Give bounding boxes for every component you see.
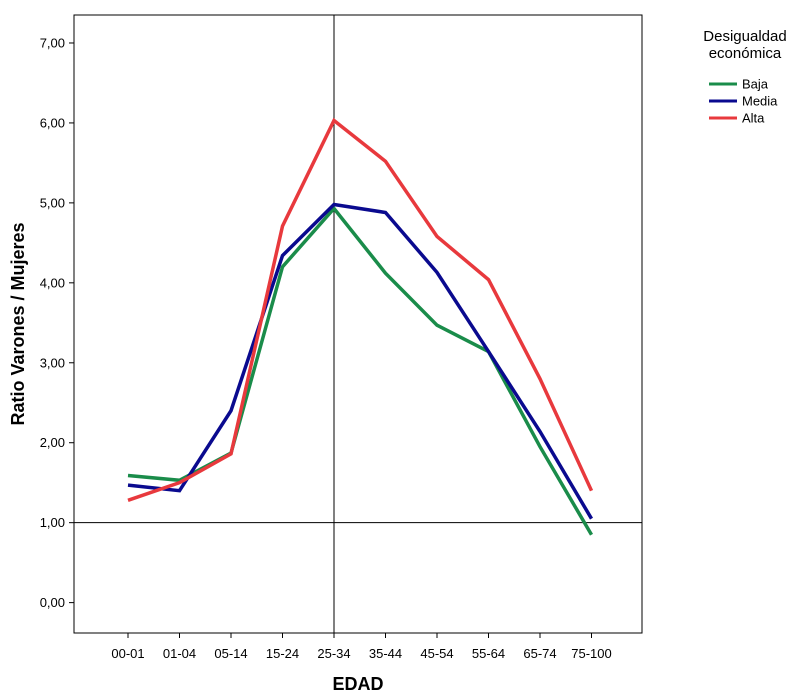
x-tick-label: 55-64 — [472, 646, 505, 661]
legend-title-line-1: Desigualdad — [703, 28, 786, 45]
legend-title-line-2: económica — [709, 45, 782, 62]
y-tick-label: 3,00 — [40, 355, 65, 370]
x-tick-label: 01-04 — [163, 646, 196, 661]
series-line-media — [127, 202, 594, 520]
series-line-baja — [127, 205, 594, 536]
series-lines — [127, 117, 594, 536]
x-tick-label: 00-01 — [111, 646, 144, 661]
x-tick-label: 65-74 — [523, 646, 556, 661]
x-tick-label: 25-34 — [317, 646, 350, 661]
x-tick-label: 45-54 — [420, 646, 453, 661]
legend: Desigualdad económica Baja Media Alta — [703, 28, 786, 126]
x-tick-label: 75-100 — [571, 646, 611, 661]
series-line-alta — [127, 117, 594, 502]
legend-items: Baja Media Alta — [709, 77, 778, 126]
x-axis: 00-01 01-04 05-14 15-24 25-34 35-44 45-54 55-64… — [111, 633, 612, 661]
x-axis-title: EDAD — [332, 674, 383, 694]
plot-frame — [73, 14, 643, 634]
y-tick-label: 7,00 — [40, 35, 65, 50]
legend-label-alta: Alta — [742, 111, 765, 126]
y-tick-label: 1,00 — [40, 515, 65, 530]
y-tick-label: 4,00 — [40, 275, 65, 290]
y-tick-label: 2,00 — [40, 435, 65, 450]
y-axis: 0,00 1,00 2,00 3,00 4,00 5,00 6,00 7,00 — [40, 35, 74, 610]
reference-lines — [74, 15, 642, 633]
x-tick-label: 05-14 — [214, 646, 247, 661]
y-axis-title: Ratio Varones / Mujeres — [8, 222, 28, 425]
x-tick-label: 35-44 — [369, 646, 402, 661]
legend-label-media: Media — [742, 94, 778, 109]
x-tick-label: 15-24 — [266, 646, 299, 661]
y-tick-label: 0,00 — [40, 595, 65, 610]
y-tick-label: 5,00 — [40, 195, 65, 210]
legend-label-baja: Baja — [742, 77, 769, 92]
y-tick-label: 6,00 — [40, 115, 65, 130]
